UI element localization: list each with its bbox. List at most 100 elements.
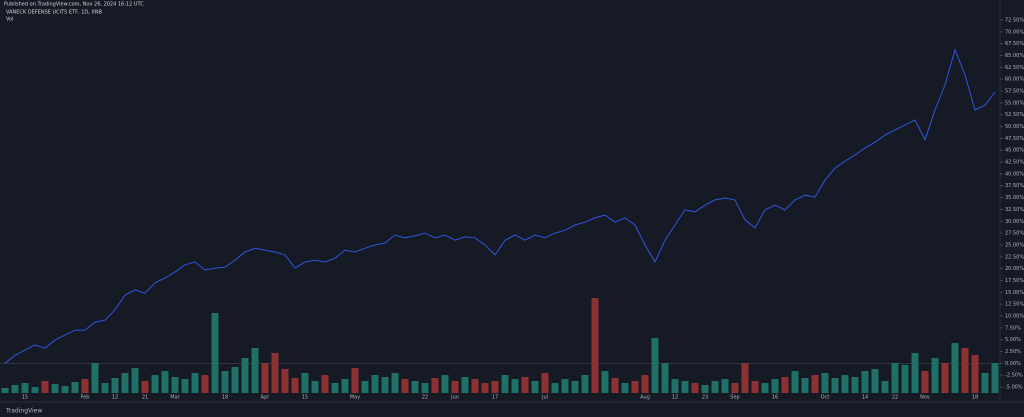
volume-bar	[121, 373, 129, 393]
volume-bar	[721, 379, 729, 393]
volume-bar	[441, 375, 449, 393]
volume-bar	[461, 377, 469, 393]
volume-bar	[421, 383, 429, 393]
y-tick-label: 20.00%	[1005, 266, 1024, 272]
volume-bar	[401, 379, 409, 393]
x-tick-label: Oct	[821, 395, 830, 401]
y-tick-label: 7.50%	[1005, 325, 1021, 331]
volume-bar	[931, 358, 939, 393]
volume-bar	[21, 383, 29, 393]
volume-bar	[411, 381, 419, 393]
volume-bar	[921, 371, 929, 393]
y-tick-label: 17.50%	[1005, 278, 1024, 284]
y-tick-label: 42.50%	[1005, 160, 1024, 166]
y-tick-label: 30.00%	[1005, 219, 1024, 225]
volume-bar	[831, 378, 839, 393]
y-tick-label: -5.00%	[1005, 385, 1023, 391]
volume-bar	[621, 383, 629, 393]
volume-bar	[321, 375, 329, 393]
y-tick-label: 72.50%	[1005, 18, 1024, 24]
volume-bar	[491, 381, 499, 393]
volume-bar	[1, 388, 9, 393]
y-tick-label: 37.50%	[1005, 183, 1024, 189]
x-tick-label: Apr	[261, 395, 271, 401]
volume-bar	[891, 363, 899, 393]
x-tick-label: 16	[772, 395, 778, 401]
legend-symbol: VANECK DEFENSE UCITS ETF, 1D, XNB	[6, 10, 103, 16]
x-tick-label: 18	[972, 395, 978, 401]
y-tick-label: 57.50%	[1005, 89, 1024, 95]
y-tick-label: 70.00%	[1005, 29, 1024, 35]
y-tick-label: 65.00%	[1005, 53, 1024, 59]
volume-bar	[451, 381, 459, 393]
published-header: Published on TradingView.com, Nov 26, 20…	[4, 2, 144, 8]
volume-bar	[31, 387, 39, 393]
volume-bar	[541, 373, 549, 393]
volume-bar	[261, 363, 269, 393]
y-tick-label: -2.50%	[1005, 373, 1023, 379]
volume-bar	[431, 378, 439, 393]
volume-bar	[111, 378, 119, 393]
x-tick-label: Sep	[730, 395, 739, 401]
volume-bar	[631, 381, 639, 393]
volume-bar	[801, 378, 809, 393]
x-tick-label: Aug	[640, 395, 650, 401]
volume-bar	[581, 375, 589, 393]
x-tick-label: Jun	[450, 395, 459, 401]
y-tick-label: 27.50%	[1005, 231, 1024, 237]
volume-bar	[271, 353, 279, 393]
x-tick-label: 21	[142, 395, 148, 401]
y-tick-label: 2.50%	[1005, 349, 1021, 355]
y-tick-label: 32.50%	[1005, 207, 1024, 213]
x-tick-label: 14	[862, 395, 868, 401]
y-tick-label: 0.00%	[1005, 361, 1021, 367]
volume-bar	[701, 385, 709, 393]
volume-bar	[521, 377, 529, 393]
volume-bar	[221, 371, 229, 393]
volume-bar	[351, 368, 359, 393]
y-tick-label: 15.00%	[1005, 290, 1024, 296]
volume-bar	[291, 378, 299, 393]
volume-bar	[311, 381, 319, 393]
volume-bar	[821, 373, 829, 393]
volume-bar	[951, 343, 959, 393]
volume-bar	[971, 355, 979, 393]
y-tick-label: 52.50%	[1005, 112, 1024, 118]
volume-bar	[711, 381, 719, 393]
volume-bar	[501, 375, 509, 393]
price-line	[4, 48, 996, 364]
volume-bar	[871, 369, 879, 393]
volume-bar	[671, 379, 679, 393]
volume-bar	[651, 338, 659, 393]
volume-bar	[841, 375, 849, 393]
volume-bar	[341, 379, 349, 393]
x-tick-label: 22	[422, 395, 428, 401]
x-tick-label: Mar	[170, 395, 180, 401]
y-tick-label: 45.00%	[1005, 148, 1024, 154]
volume-bar	[241, 358, 249, 393]
volume-bar	[201, 375, 209, 393]
volume-bar	[281, 369, 289, 393]
x-tick-label: 18	[222, 395, 228, 401]
volume-bar	[471, 379, 479, 393]
volume-bar	[231, 367, 239, 393]
volume-bar	[661, 363, 669, 393]
volume-bar	[601, 371, 609, 393]
volume-bar	[151, 375, 159, 393]
y-tick-label: 35.00%	[1005, 195, 1024, 201]
volume-bar	[531, 381, 539, 393]
y-tick-label: 5.00%	[1005, 337, 1021, 343]
y-tick-label: 47.50%	[1005, 136, 1024, 142]
y-tick-label: 67.50%	[1005, 41, 1024, 47]
volume-bar	[211, 313, 219, 393]
y-tick-label: 10.00%	[1005, 313, 1024, 319]
volume-bar	[71, 382, 79, 393]
x-tick-label: 17	[492, 395, 498, 401]
volume-bar	[141, 381, 149, 393]
volume-bar	[251, 348, 259, 393]
volume-bar	[761, 383, 769, 393]
volume-bar	[11, 385, 19, 393]
x-tick-label: May	[350, 395, 360, 401]
volume-bar	[391, 373, 399, 393]
volume-bar	[691, 383, 699, 393]
